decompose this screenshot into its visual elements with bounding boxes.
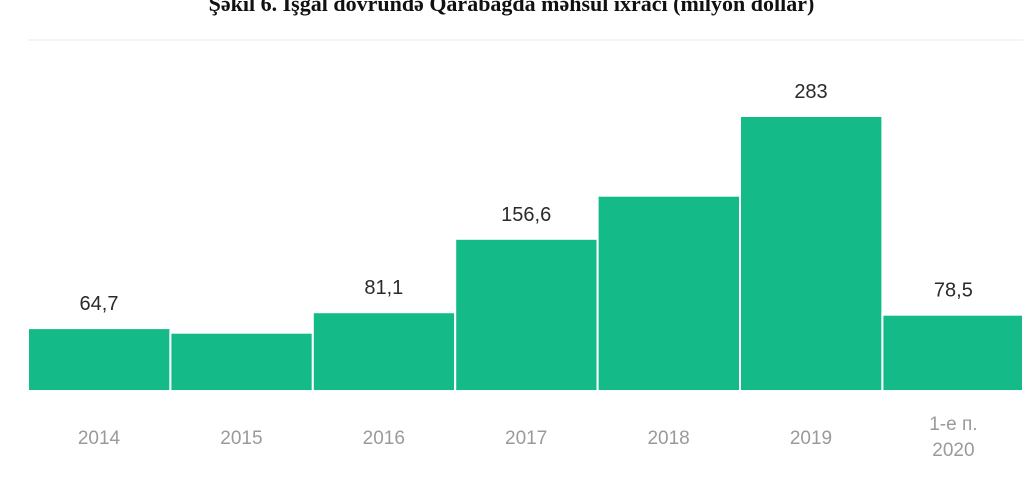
bars-group [27, 115, 1023, 393]
bar-4 [454, 237, 599, 392]
bar-7 [881, 313, 1023, 393]
x-tick-label-6: 2019 [790, 428, 832, 449]
x-tick-label-7: 1-e п. 2020 [929, 414, 977, 461]
x-tick-label-1: 2014 [78, 428, 121, 449]
x-tick-label-3: 2016 [363, 428, 405, 449]
bar-3 [311, 311, 457, 393]
value-label-1: 64,7 [80, 293, 119, 315]
x-tick-label-5: 2018 [647, 428, 689, 449]
value-labels-group: 64,7 81,1 156,6 283 78,5 [80, 81, 973, 315]
x-tick-label-4: 2017 [505, 428, 547, 449]
value-label-6: 283 [794, 81, 827, 103]
x-tick-label-2: 2015 [220, 428, 262, 449]
bar-2 [169, 331, 314, 393]
chart-title: Şəkil 6. İşğal dövründə Qarabağda məhsul… [208, 0, 815, 16]
value-label-7: 78,5 [934, 280, 973, 302]
bar-5 [596, 194, 741, 392]
value-label-3: 81,1 [364, 277, 403, 299]
bar-6 [739, 115, 884, 392]
x-tick-labels-group: 2014 2015 2016 2017 2018 2019 1-e п. 2020 [78, 414, 978, 461]
value-label-4: 156,6 [501, 204, 551, 226]
bar-1 [27, 327, 172, 393]
